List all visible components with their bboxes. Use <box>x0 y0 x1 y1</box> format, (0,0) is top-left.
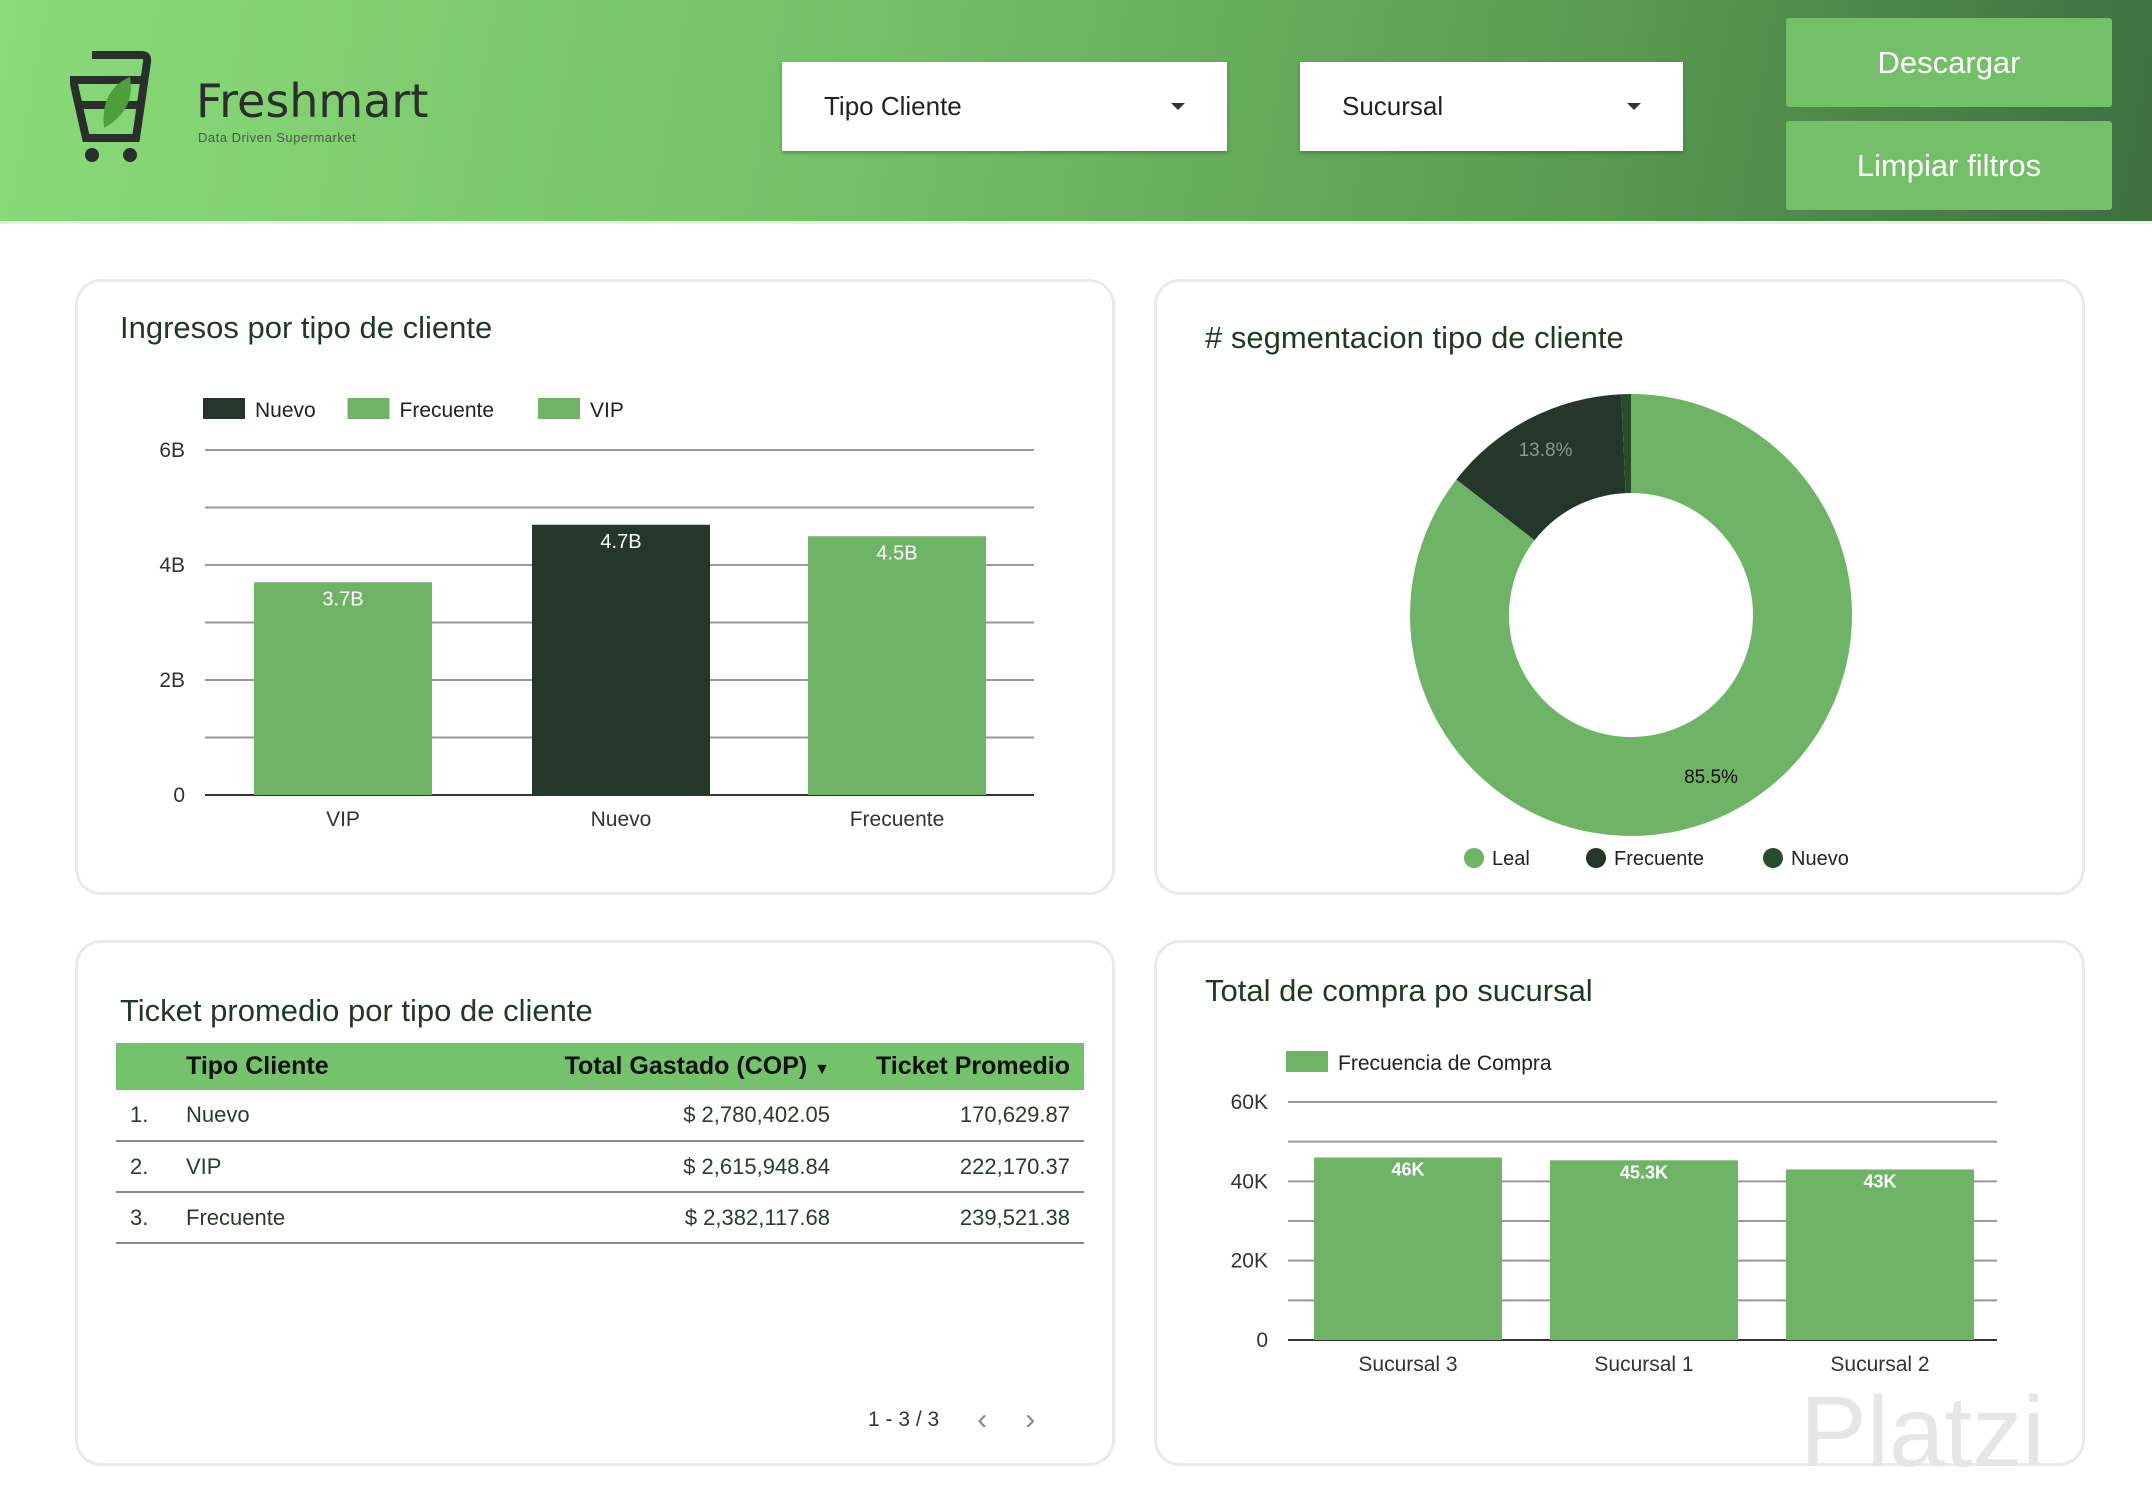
table-row[interactable]: 3. Frecuente $ 2,382,117.68 239,521.38 <box>116 1192 1084 1244</box>
segmentacion-card: # segmentacion tipo de cliente 85.5% 13.8… <box>1154 279 2085 895</box>
row-tipo: VIP <box>186 1141 409 1193</box>
ticket-table: Tipo Cliente Total Gastado (COP) ▼ Ticke… <box>116 1043 1084 1244</box>
legend-swatch <box>1286 1051 1328 1072</box>
caret-down-icon <box>1171 103 1185 110</box>
data-label: 46K <box>1391 1160 1424 1180</box>
col-total-gastado[interactable]: Total Gastado (COP) ▼ <box>408 1043 844 1090</box>
chevron-right-icon[interactable]: › <box>1025 1403 1036 1436</box>
slice-label: 85.5% <box>1684 767 1738 788</box>
download-button[interactable]: Descargar <box>1786 18 2112 107</box>
x-tick-label: Frecuente <box>850 808 945 831</box>
slice-label: 13.8% <box>1519 440 1573 461</box>
col-ticket-promedio[interactable]: Ticket Promedio <box>844 1043 1084 1090</box>
platzi-watermark: Platzi <box>1800 1376 2045 1488</box>
row-index: 2. <box>116 1141 186 1193</box>
x-tick-label: Sucursal 3 <box>1358 1353 1457 1376</box>
sucursal-bar-chart: 0 20K 40K 60K 46K Sucursal 3 45.3K Sucursal 1 43… <box>1231 1051 1997 1376</box>
slice-leal <box>1410 394 1852 837</box>
y-tick-label: 4B <box>159 554 185 577</box>
table-header-row: Tipo Cliente Total Gastado (COP) ▼ Ticke… <box>116 1043 1084 1090</box>
legend-swatch <box>203 398 245 419</box>
data-label: 4.5B <box>876 542 917 564</box>
row-total: $ 2,780,402.05 <box>408 1090 844 1142</box>
page-range: 1 - 3 / 3 <box>868 1408 940 1431</box>
row-index: 1. <box>116 1090 186 1142</box>
row-ticket: 222,170.37 <box>844 1141 1084 1193</box>
compra-sucursal-card: Total de compra po sucursal 0 20K 40K 60K 46… <box>1154 940 2085 1466</box>
y-tick-label: 0 <box>1256 1329 1268 1352</box>
legend-swatch <box>538 398 580 419</box>
legend-label: Frecuente <box>400 399 495 422</box>
row-tipo: Frecuente <box>186 1192 409 1244</box>
filter-label: Sucursal <box>1342 91 1444 121</box>
row-ticket: 170,629.87 <box>844 1090 1084 1142</box>
data-label: 43K <box>1863 1171 1896 1191</box>
chart-title: Total de compra po sucursal <box>1205 973 1593 1008</box>
table-title: Ticket promedio por tipo de cliente <box>120 993 593 1028</box>
legend-label: Leal <box>1492 848 1530 870</box>
data-label: 3.7B <box>322 588 363 610</box>
x-tick-label: VIP <box>326 808 360 831</box>
row-ticket: 239,521.38 <box>844 1192 1084 1244</box>
freshmart-logo: Freshmart Data Driven Supermarket <box>68 50 430 165</box>
bar-nuevo <box>532 524 710 795</box>
row-index: 3. <box>116 1192 186 1244</box>
header: Freshmart Data Driven Supermarket Tipo C… <box>0 0 2152 224</box>
chevron-left-icon[interactable]: ‹ <box>977 1403 988 1436</box>
legend-label: Nuevo <box>1791 848 1849 870</box>
row-total: $ 2,615,948.84 <box>408 1141 844 1193</box>
bar-sucursal-2 <box>1786 1169 1974 1340</box>
pagination: 1 - 3 / 3 ‹ › <box>868 1403 1035 1437</box>
y-tick-label: 40K <box>1231 1170 1268 1193</box>
sort-desc-icon: ▼ <box>814 1061 830 1078</box>
y-tick-label: 60K <box>1231 1091 1268 1114</box>
legend-dot <box>1763 848 1783 868</box>
legend-label: Frecuencia de Compra <box>1338 1052 1552 1075</box>
bar-sucursal-1 <box>1550 1160 1738 1340</box>
segmentacion-donut-chart: 85.5% 13.8% Leal Frecuente Nuevo <box>1410 394 1852 870</box>
ticket-card: Ticket promedio por tipo de cliente Tipo… <box>75 940 1115 1466</box>
logo-name: Freshmart <box>196 74 429 128</box>
bar-vip <box>254 582 432 795</box>
legend-label: VIP <box>590 399 624 422</box>
col-tipo-cliente[interactable]: Tipo Cliente <box>186 1043 409 1090</box>
caret-down-icon <box>1627 103 1641 110</box>
y-tick-label: 20K <box>1231 1250 1268 1273</box>
slice-frecuente <box>1456 394 1626 541</box>
cart-leaf-icon <box>68 51 152 162</box>
logo-tagline: Data Driven Supermarket <box>198 130 357 145</box>
col-label: Total Gastado (COP) <box>564 1052 808 1080</box>
data-label: 4.7B <box>600 531 641 553</box>
x-tick-label: Sucursal 2 <box>1830 1353 1929 1376</box>
legend-dot <box>1586 848 1606 868</box>
row-total: $ 2,382,117.68 <box>408 1192 844 1244</box>
legend-label: Nuevo <box>255 399 316 422</box>
table-row[interactable]: 2. VIP $ 2,615,948.84 222,170.37 <box>116 1141 1084 1193</box>
legend-label: Frecuente <box>1614 848 1704 870</box>
y-tick-label: 6B <box>159 439 185 462</box>
bar-frecuente <box>808 536 986 795</box>
legend-swatch <box>347 398 390 419</box>
chart-title: Ingresos por tipo de cliente <box>120 310 493 345</box>
y-tick-label: 0 <box>173 784 185 807</box>
ingresos-card: Ingresos por tipo de cliente 0 2B 4B 6B 3.7B… <box>75 279 1115 895</box>
ingresos-bar-chart: 0 2B 4B 6B 3.7B VIP 4.7B Nuevo 4.5B Frecuente Nuev… <box>159 398 1034 831</box>
legend-dot <box>1464 848 1484 868</box>
table-row[interactable]: 1. Nuevo $ 2,780,402.05 170,629.87 <box>116 1090 1084 1142</box>
filter-label: Tipo Cliente <box>824 91 962 121</box>
clear-filters-button[interactable]: Limpiar filtros <box>1786 121 2112 210</box>
x-tick-label: Sucursal 1 <box>1594 1353 1693 1376</box>
data-label: 45.3K <box>1620 1162 1668 1182</box>
sucursal-filter[interactable]: Sucursal <box>1300 62 1683 151</box>
row-tipo: Nuevo <box>186 1090 409 1142</box>
chart-title: # segmentacion tipo de cliente <box>1205 320 1624 355</box>
tipo-cliente-filter[interactable]: Tipo Cliente <box>782 62 1227 151</box>
x-tick-label: Nuevo <box>591 808 652 831</box>
y-tick-label: 2B <box>159 669 185 692</box>
slice-nuevo <box>1621 394 1631 494</box>
bar-sucursal-3 <box>1314 1157 1502 1340</box>
